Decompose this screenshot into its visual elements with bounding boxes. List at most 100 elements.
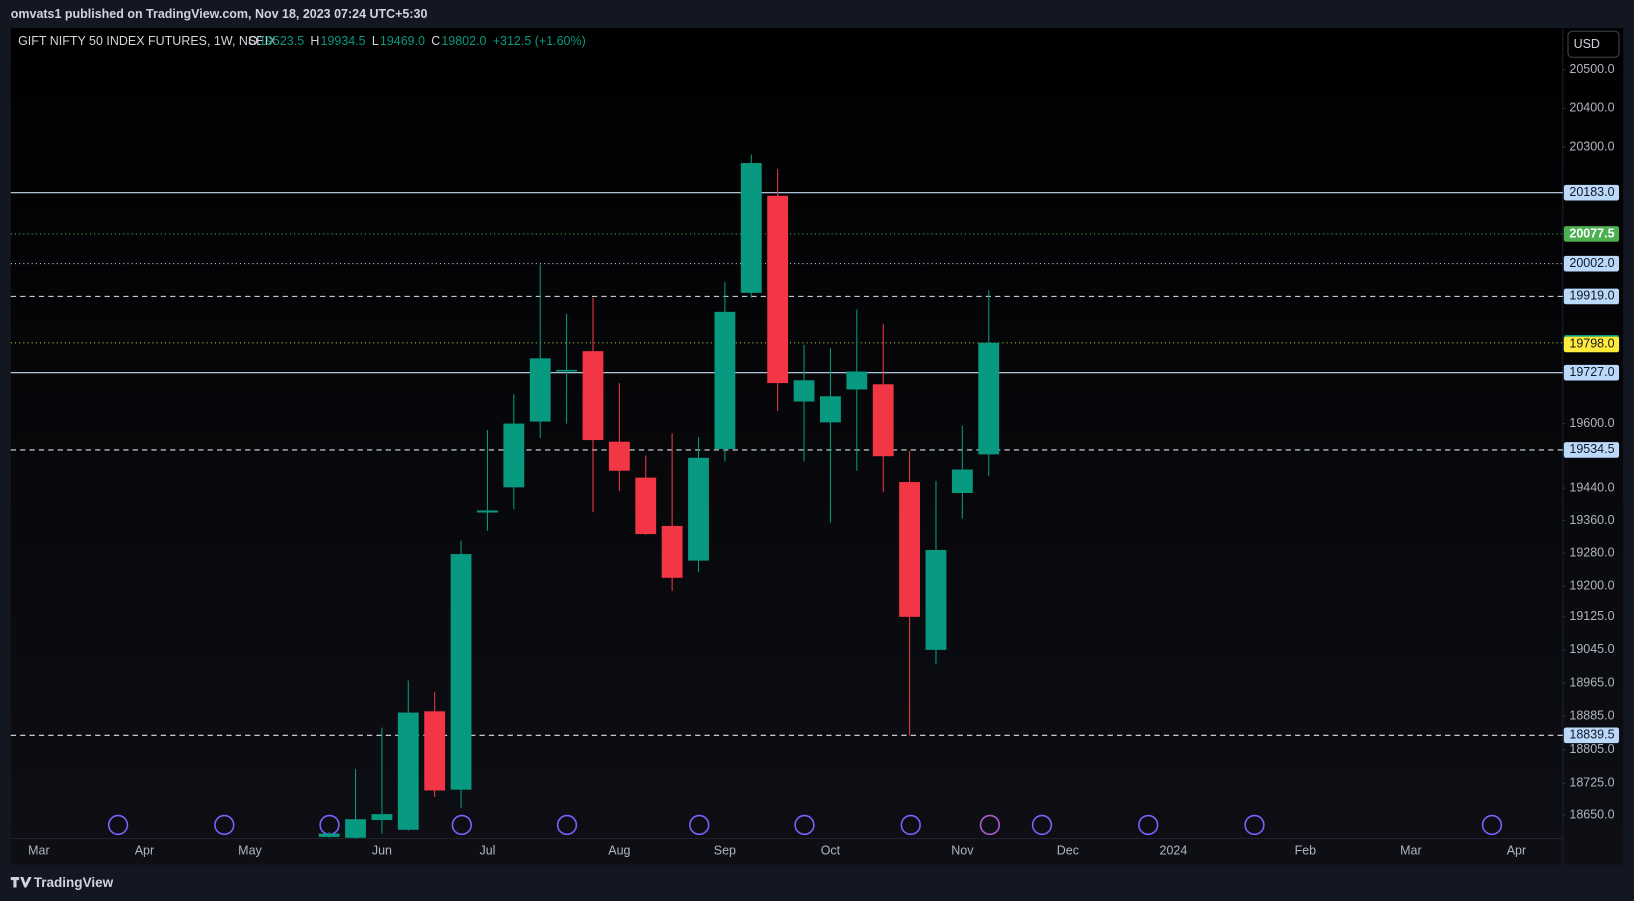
candle-body xyxy=(978,342,1000,455)
plot-area xyxy=(10,28,1624,865)
candle-body xyxy=(872,384,894,457)
y-tick-label: 20400.0 xyxy=(1569,101,1614,115)
candle-body xyxy=(846,371,868,390)
price-label: 19534.5 xyxy=(1569,442,1614,456)
y-tick-label: 18650.0 xyxy=(1569,807,1614,821)
event-icon[interactable] xyxy=(794,814,815,836)
legend-value: 19523.5 xyxy=(259,34,304,48)
legend-change: +312.5 (+1.60%) xyxy=(493,34,586,48)
legend-key: H xyxy=(310,34,319,48)
y-tick-label: 20300.0 xyxy=(1569,139,1614,153)
candle-body xyxy=(371,814,393,821)
y-tick-label: 19200.0 xyxy=(1569,578,1614,592)
event-icon[interactable] xyxy=(689,814,710,836)
brand-logo xyxy=(10,877,32,888)
legend-key: O xyxy=(248,34,258,48)
price-label: 19798.0 xyxy=(1569,337,1614,351)
price-label: 20002.0 xyxy=(1569,256,1614,270)
event-icon[interactable] xyxy=(107,814,129,836)
event-icon[interactable] xyxy=(1138,814,1159,836)
legend-value: 19934.5 xyxy=(320,34,365,48)
price-label-box xyxy=(1563,288,1620,305)
price-label-box xyxy=(1563,442,1620,458)
legend-value: 19802.0 xyxy=(441,34,486,48)
candle-body xyxy=(608,441,630,471)
candle-body xyxy=(556,369,578,372)
candle-body xyxy=(820,396,841,423)
legend: O 19523.5 H 19934.5 L 19469.0 C 19802.0 +312.5 (… xyxy=(248,34,585,48)
candle-body xyxy=(688,457,709,561)
y-tick-label: 20500.0 xyxy=(1569,62,1614,76)
candle-body xyxy=(503,423,525,488)
candle-body xyxy=(477,510,498,513)
x-tick-label: Nov xyxy=(951,843,974,857)
y-tick-label: 19600.0 xyxy=(1569,416,1614,430)
candle-body xyxy=(925,549,947,650)
candle-body xyxy=(740,163,762,293)
chart-title: GIFT NIFTY 50 INDEX FUTURES, 1W, NSEIX xyxy=(18,34,277,48)
price-label-box xyxy=(1563,184,1620,201)
x-tick-label: 2024 xyxy=(1160,843,1188,857)
price-label-box xyxy=(1563,255,1620,272)
brand: TradingView xyxy=(34,875,114,890)
x-tick-label: Jun xyxy=(372,843,392,857)
currency-button[interactable] xyxy=(1567,30,1620,58)
price-label: 19919.0 xyxy=(1569,289,1614,303)
y-tick-label: 19360.0 xyxy=(1569,513,1614,527)
x-tick-label: May xyxy=(238,843,262,857)
event-icon[interactable] xyxy=(1031,814,1053,836)
event-icon[interactable] xyxy=(214,814,235,836)
y-tick-label: 18805.0 xyxy=(1569,742,1614,756)
published-note: omvats1 published on TradingView.com, No… xyxy=(11,7,428,21)
price-label: 19727.0 xyxy=(1569,365,1614,379)
x-tick-label: Apr xyxy=(1507,843,1526,857)
price-label: 20183.0 xyxy=(1569,185,1614,199)
event-icon[interactable] xyxy=(1481,814,1503,836)
y-tick-label: 18965.0 xyxy=(1569,675,1614,689)
price-label-box xyxy=(1563,336,1620,353)
candle-body xyxy=(345,819,366,838)
event-icon[interactable] xyxy=(1244,814,1265,836)
y-tick-label: 19440.0 xyxy=(1569,480,1614,494)
price-label: 20077.5 xyxy=(1569,226,1614,240)
price-label-box xyxy=(1563,727,1620,744)
x-tick-label: Apr xyxy=(135,843,154,857)
y-tick-label: 19125.0 xyxy=(1569,609,1614,623)
x-tick-label: Mar xyxy=(28,843,50,857)
price-label-box xyxy=(1563,364,1620,381)
x-tick-label: Feb xyxy=(1295,843,1317,857)
event-icon[interactable] xyxy=(900,814,921,836)
event-icon[interactable] xyxy=(451,814,472,836)
event-icon[interactable] xyxy=(979,814,1001,836)
candle-body xyxy=(899,482,921,617)
candles xyxy=(318,154,1000,839)
x-tick-label: Mar xyxy=(1400,843,1422,857)
x-tick-label: Aug xyxy=(608,843,630,857)
candle-body xyxy=(582,351,604,441)
y-tick-label: 19280.0 xyxy=(1569,546,1614,560)
legend-value: 19469.0 xyxy=(380,34,425,48)
candle-body xyxy=(714,311,736,449)
currency-label: USD xyxy=(1574,37,1600,51)
legend-key: C xyxy=(431,34,440,48)
candle-body xyxy=(318,833,340,837)
legend-key: L xyxy=(372,34,379,48)
x-tick-label: Sep xyxy=(714,843,736,857)
y-tick-label: 19045.0 xyxy=(1569,642,1614,656)
candle-body xyxy=(767,195,789,384)
candle-body xyxy=(951,469,973,494)
candle-body xyxy=(450,554,472,790)
x-tick-label: Oct xyxy=(821,843,841,857)
events-row xyxy=(107,814,1503,836)
candle-body xyxy=(424,711,446,791)
y-tick-label: 18725.0 xyxy=(1569,776,1614,790)
candle-body xyxy=(397,712,419,830)
price-label: 18839.5 xyxy=(1569,728,1614,742)
price-label-box xyxy=(1563,226,1620,242)
candle-body xyxy=(793,380,815,402)
event-icon[interactable] xyxy=(556,814,578,836)
x-tick-label: Dec xyxy=(1057,843,1079,857)
x-tick-label: Jul xyxy=(479,843,495,857)
